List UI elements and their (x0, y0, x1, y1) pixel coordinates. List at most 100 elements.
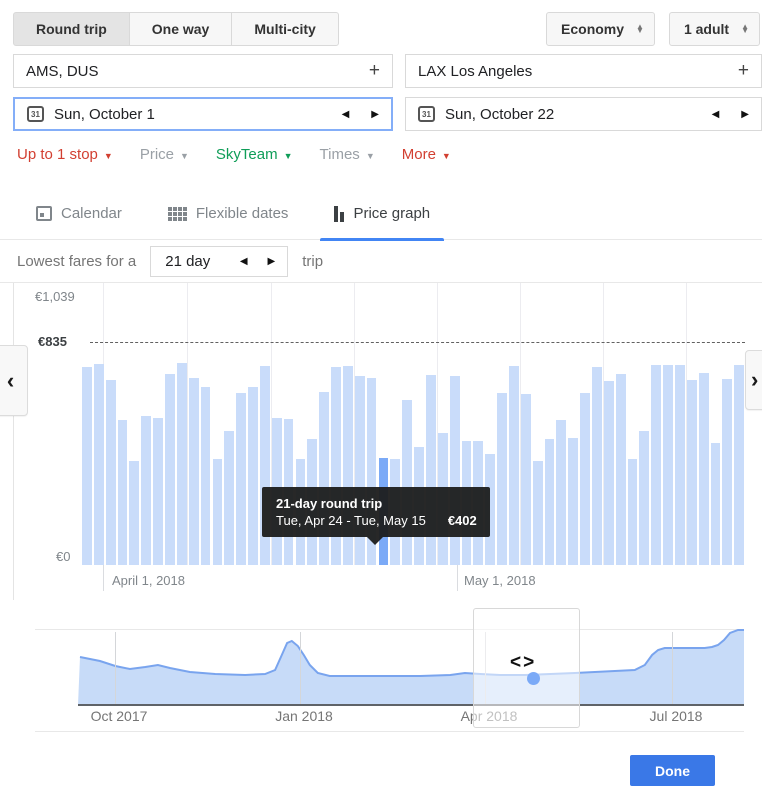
travel-options: Economy ▲ ▼ 1 adult ▲ ▼ (546, 12, 760, 46)
divider (35, 629, 744, 630)
filter-price[interactable]: Price ▼ (139, 146, 189, 163)
origin-input[interactable]: AMS, DUS + (13, 54, 393, 88)
destination-value: LAX Los Angeles (418, 62, 533, 80)
timeline-area-chart[interactable] (78, 625, 744, 705)
timeline-tick (115, 632, 116, 705)
filter-times[interactable]: Times ▼ (319, 146, 375, 163)
price-bar[interactable] (485, 454, 496, 565)
price-bar[interactable] (402, 400, 413, 565)
price-bar[interactable] (722, 379, 733, 565)
scroll-right-button[interactable]: › (745, 350, 762, 410)
price-bar[interactable] (259, 366, 270, 565)
passenger-count-value: 1 adult (683, 21, 730, 37)
y-axis-max-label: €1,039 (35, 289, 75, 304)
trip-type-multi-city[interactable]: Multi-city (231, 12, 339, 46)
caret-down-icon: ▼ (365, 150, 375, 161)
price-bar[interactable] (686, 380, 697, 565)
price-bar[interactable] (603, 381, 614, 565)
price-bar[interactable] (165, 374, 175, 565)
price-bar[interactable] (248, 387, 258, 565)
departure-date-input[interactable]: 31 Sun, October 1 ◀ ▶ (13, 97, 393, 131)
price-bar[interactable] (82, 367, 92, 565)
price-bar[interactable] (200, 387, 211, 565)
add-destination-icon[interactable]: + (737, 60, 749, 81)
price-bar[interactable] (331, 367, 341, 565)
price-bar[interactable] (224, 431, 235, 565)
price-bar[interactable] (354, 376, 365, 565)
return-date-input[interactable]: 31 Sun, October 22 ◀ ▶ (405, 97, 762, 131)
price-bar[interactable] (627, 459, 638, 565)
price-bar[interactable] (639, 431, 650, 565)
price-bar[interactable] (342, 366, 353, 565)
price-bar[interactable] (319, 392, 330, 565)
destination-input[interactable]: LAX Los Angeles + (405, 54, 762, 88)
price-bar[interactable] (532, 461, 543, 565)
price-bar[interactable] (366, 378, 377, 565)
date-prev-icon[interactable]: ◀ (341, 108, 350, 120)
trip-type-round-trip[interactable]: Round trip (13, 12, 130, 46)
x-axis-label: April 1, 2018 (112, 573, 185, 588)
price-bar[interactable] (105, 380, 116, 565)
tab-calendar[interactable]: Calendar (22, 188, 136, 240)
price-bar[interactable] (568, 438, 579, 565)
trip-type-segmented-control: Round trip One way Multi-city (13, 12, 339, 46)
scroll-left-button[interactable]: ‹ (0, 345, 28, 416)
caret-down-icon: ▼ (283, 150, 293, 161)
price-graph-chart: €1,039 €835 €0 April 1, 2018 May 1, 2018 … (0, 283, 762, 600)
gridline (603, 283, 604, 565)
price-bar[interactable] (651, 365, 662, 565)
price-bar[interactable] (188, 378, 199, 565)
tooltip-price: €402 (447, 513, 477, 528)
price-bar[interactable] (117, 420, 128, 565)
price-bar[interactable] (236, 393, 247, 565)
trip-type-one-way[interactable]: One way (128, 12, 233, 46)
departure-date-value: Sun, October 1 (54, 105, 155, 123)
trip-length-decrease-icon[interactable]: ◀ (239, 256, 248, 267)
caret-down-icon: ▼ (441, 150, 451, 161)
price-bar[interactable] (129, 461, 140, 565)
date-next-icon[interactable]: ▶ (741, 108, 749, 120)
filter-more[interactable]: More ▼ (401, 146, 451, 163)
filter-stops[interactable]: Up to 1 stop ▼ (17, 146, 113, 163)
done-button[interactable]: Done (630, 755, 715, 786)
timeline-baseline (78, 704, 744, 706)
price-bar[interactable] (425, 375, 436, 565)
date-prev-icon[interactable]: ◀ (711, 108, 720, 120)
price-bar[interactable] (449, 376, 460, 565)
price-bar[interactable] (734, 365, 745, 565)
price-bar[interactable] (615, 374, 626, 565)
price-bar[interactable] (580, 393, 590, 565)
gridline (271, 283, 272, 565)
passenger-count-select[interactable]: 1 adult ▲ ▼ (668, 12, 760, 46)
price-bar[interactable] (544, 439, 555, 565)
price-bar[interactable] (176, 363, 187, 565)
price-bar[interactable] (497, 393, 507, 565)
cabin-class-value: Economy (561, 21, 625, 37)
price-bar[interactable] (698, 373, 709, 565)
calendar-icon: 31 (27, 106, 44, 122)
drag-handle-icon[interactable]: <> (510, 652, 537, 673)
date-window-selection[interactable] (473, 608, 580, 728)
price-bar[interactable] (710, 443, 721, 565)
date-next-icon[interactable]: ▶ (371, 108, 379, 120)
cabin-class-select[interactable]: Economy ▲ ▼ (546, 12, 655, 46)
tab-price-graph[interactable]: Price graph (320, 188, 444, 241)
price-bar[interactable] (663, 365, 673, 565)
tab-flexible-dates[interactable]: Flexible dates (154, 188, 303, 240)
trip-length-row: Lowest fares for a 21 day ◀ ▶ trip (0, 241, 762, 283)
price-bar[interactable] (212, 459, 223, 565)
add-origin-icon[interactable]: + (368, 60, 380, 81)
price-bar[interactable] (556, 420, 567, 565)
trip-length-increase-icon[interactable]: ▶ (267, 256, 276, 267)
price-bar[interactable] (153, 418, 164, 565)
filter-airlines[interactable]: SkyTeam ▼ (215, 146, 293, 163)
price-bar[interactable] (509, 366, 519, 565)
trip-length-stepper[interactable]: 21 day ◀ ▶ (150, 246, 289, 277)
price-bar[interactable] (93, 364, 104, 565)
price-bar[interactable] (675, 365, 685, 565)
price-bar[interactable] (520, 394, 531, 565)
price-bar[interactable] (592, 367, 602, 565)
price-bar[interactable] (141, 416, 152, 565)
